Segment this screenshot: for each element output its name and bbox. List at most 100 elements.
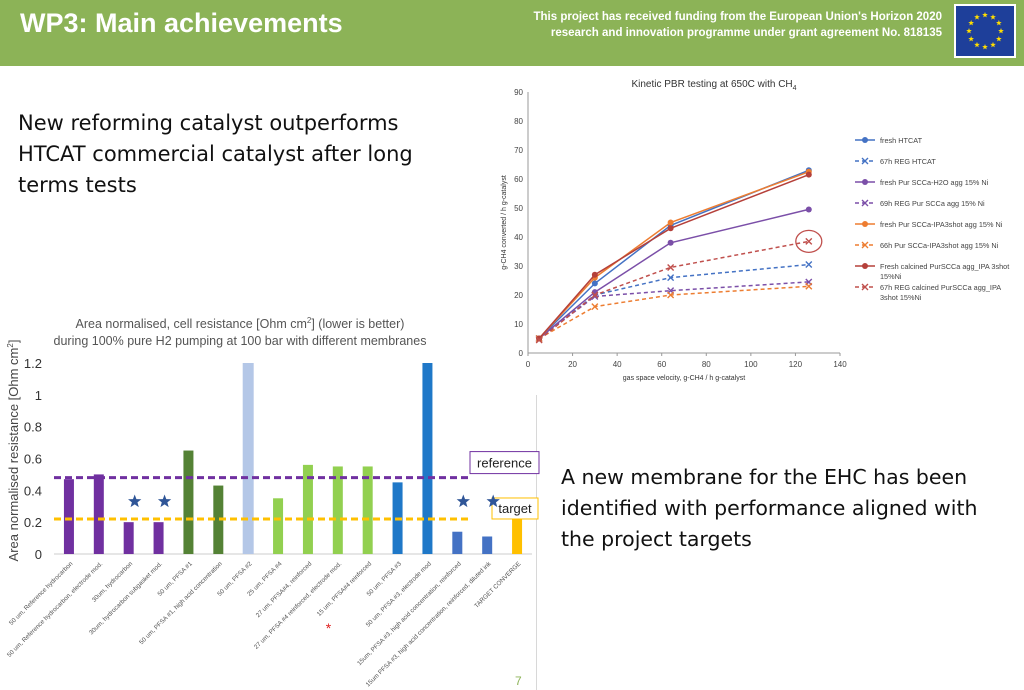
eu-star xyxy=(968,20,974,26)
legend-label-line: 67h REG HTCAT xyxy=(880,157,936,166)
bar-chart-title-end: ] (lower is better) xyxy=(311,317,404,331)
legend-marker xyxy=(862,263,868,269)
category-label: 27 um, PFSA#4, reinforced xyxy=(255,560,314,619)
reference-label-box xyxy=(469,451,540,475)
header-bar: WP3: Main achievements This project has … xyxy=(0,0,1024,66)
x-tick-label: 40 xyxy=(613,360,622,369)
y-tick-label: 40 xyxy=(514,233,523,242)
target-label: target xyxy=(498,501,532,516)
y-tick-label: 0 xyxy=(519,349,524,358)
bar xyxy=(512,517,523,554)
bar-y-tick-label: 0.8 xyxy=(24,420,42,435)
eu-flag-icon xyxy=(954,4,1016,58)
y-tick-label: 90 xyxy=(514,88,523,97)
legend-label-line: 66h Pur SCCa-IPA3shot agg 15% Ni xyxy=(880,241,999,250)
bar xyxy=(362,466,373,554)
bar xyxy=(452,531,463,554)
data-point xyxy=(667,274,675,282)
bar-y-axis-label: Area normalised resistance [Ohm cm2] xyxy=(6,340,21,562)
eu-star xyxy=(966,28,972,34)
bar-chart-title-superscript: 2 xyxy=(307,316,312,325)
catalyst-claim: New reforming catalyst outperforms HTCAT… xyxy=(18,111,413,197)
funding-line-2: research and innovation programme under … xyxy=(550,27,942,39)
kinetic-line-chart: Kinetic PBR testing at 650C with CH4 0 10 2… xyxy=(501,79,1009,382)
eu-star xyxy=(982,44,988,50)
legend-label-line: 3shot 15%Ni xyxy=(880,293,922,302)
membrane-claim: A new membrane for the EHC has been iden… xyxy=(561,465,978,551)
y-tick-label: 20 xyxy=(514,291,523,300)
x-tick-label: 0 xyxy=(526,360,531,369)
series-line xyxy=(538,174,810,339)
reference-label: reference xyxy=(477,456,532,471)
funding-notice: This project has received funding from t… xyxy=(482,9,943,41)
x-tick-label: 100 xyxy=(744,360,758,369)
legend-label: fresh HTCAT xyxy=(880,136,923,145)
bar-y-axis-label-end: ] xyxy=(6,340,21,344)
slide-title: WP3: Main achievements xyxy=(20,8,343,38)
series-line xyxy=(538,281,809,340)
eu-star xyxy=(990,41,996,48)
bar xyxy=(183,450,194,554)
legend-marker xyxy=(862,179,868,185)
eu-star xyxy=(974,41,980,48)
bar-y-axis-label-superscript: 2 xyxy=(6,343,15,348)
divider xyxy=(536,395,537,690)
star-icon xyxy=(157,494,172,508)
x-tick-label: 20 xyxy=(568,360,577,369)
data-point xyxy=(805,171,812,178)
y-tick-label: 80 xyxy=(514,117,523,126)
bar xyxy=(273,498,284,554)
series-line xyxy=(538,240,809,341)
legend-label: fresh Pur SCCa-IPA3shot agg 15% Ni xyxy=(880,220,1003,229)
bar xyxy=(123,522,134,554)
bar xyxy=(63,479,74,554)
series-line xyxy=(538,169,810,340)
bar xyxy=(213,485,224,554)
y-tick-label: 30 xyxy=(514,262,523,271)
y-tick-label: 70 xyxy=(514,146,523,155)
bar xyxy=(242,363,254,554)
legend-marker xyxy=(861,241,869,249)
eu-star xyxy=(998,28,1004,34)
legend-marker xyxy=(862,221,868,227)
legend-label: fresh Pur SCCa-H2O agg 15% Ni xyxy=(880,178,989,187)
bar xyxy=(332,466,343,554)
legend-label: 69h REG Pur SCCa agg 15% Ni xyxy=(880,199,985,208)
bar-y-tick-label: 0.2 xyxy=(24,515,42,530)
data-point xyxy=(805,261,813,269)
series-line xyxy=(538,171,810,340)
star-icon xyxy=(456,494,470,508)
page-number: 7 xyxy=(515,674,522,688)
highlight-circle xyxy=(795,229,823,254)
legend-label-line: 67h REG calcined PurSCCa agg_IPA xyxy=(880,283,1001,292)
star-icon xyxy=(128,494,142,508)
bar xyxy=(93,474,104,554)
data-point xyxy=(591,291,599,299)
eu-star xyxy=(982,12,988,18)
legend-marker xyxy=(861,157,869,165)
bar-chart-title-line2: during 100% pure H2 pumping at 100 bar w… xyxy=(54,334,427,348)
eu-star xyxy=(990,14,996,20)
series-line xyxy=(538,285,809,340)
bar-y-tick-label: 0.6 xyxy=(24,452,42,467)
legend-label: 67h REG calcined PurSCCa agg_IPA 3shot 15… xyxy=(880,283,1001,302)
data-point xyxy=(536,335,543,342)
bar-y-tick-label: 0 xyxy=(35,547,42,562)
red-asterisk: * xyxy=(326,620,332,636)
target-label-box xyxy=(491,497,539,520)
category-label: 50 um, Reference hydrocarbon xyxy=(8,560,75,627)
legend-label-line: fresh HTCAT xyxy=(880,136,923,145)
series-line xyxy=(538,208,809,340)
x-tick-label: 120 xyxy=(789,360,803,369)
data-point xyxy=(805,282,813,290)
bar-y-tick-label: 1.2 xyxy=(24,356,42,371)
data-point xyxy=(805,206,812,213)
x-tick-label: 60 xyxy=(657,360,666,369)
resistance-bar-chart: Area normalised, cell resistance [Ohm cm… xyxy=(6,316,540,688)
data-point xyxy=(591,303,599,311)
legend-label: 67h REG HTCAT xyxy=(880,157,936,166)
data-point xyxy=(667,219,674,226)
x-tick-label: 80 xyxy=(702,360,711,369)
bar-y-tick-label: 1 xyxy=(35,388,42,403)
data-point xyxy=(591,280,598,287)
